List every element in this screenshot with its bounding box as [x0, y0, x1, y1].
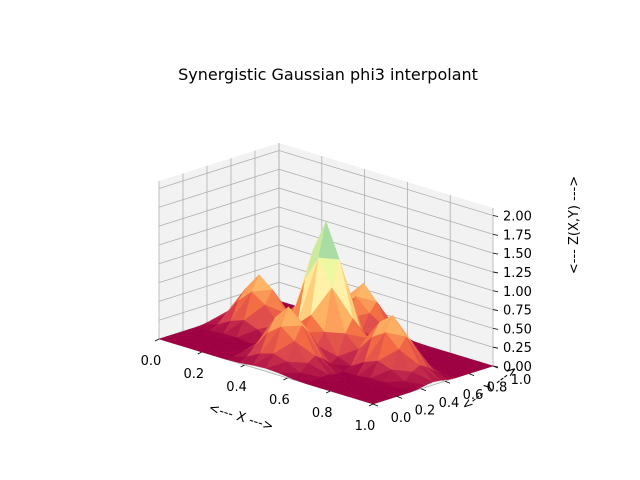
chart-title: Synergistic Gaussian phi3 interpolant — [178, 65, 478, 84]
x-tick-mark — [154, 338, 160, 342]
x-tick-label: 1.0 — [355, 419, 376, 434]
z-tick-label: 2.00 — [503, 210, 532, 225]
y-tick-mark — [444, 380, 451, 384]
z-tick-mark — [492, 252, 499, 255]
gridline-z — [158, 244, 494, 310]
z-tick-label: 1.50 — [503, 247, 532, 262]
z-tick-mark — [492, 365, 499, 368]
z-tick-mark — [492, 309, 499, 311]
gridline-z — [158, 262, 494, 329]
x-tick-label: 0.6 — [269, 393, 290, 408]
y-tick-label: 0.0 — [391, 411, 412, 426]
x-tick-label: 0.2 — [183, 367, 204, 382]
y-tick-mark — [468, 373, 475, 376]
x-tick-label: 0.4 — [226, 380, 247, 395]
x-tick-label: 0.0 — [141, 354, 162, 369]
y-tick-label: 0.8 — [487, 381, 508, 396]
x-tick-mark — [197, 351, 202, 355]
z-tick-label: 0.50 — [503, 322, 532, 337]
surface-plot — [158, 221, 494, 405]
z-tick-label: 1.75 — [503, 228, 532, 243]
gridline-z — [158, 225, 494, 292]
z-axis-label: <--- Z(X,Y) ---> — [567, 176, 582, 274]
axis-ticks: 0.00.20.40.60.81.00.00.20.40.60.81.00.00… — [141, 210, 532, 435]
y-tick-mark — [420, 388, 427, 392]
z-tick-mark — [492, 346, 499, 349]
gridline-z — [158, 168, 494, 235]
x-tick-mark — [240, 364, 245, 368]
y-tick-label: 1.0 — [511, 373, 532, 388]
y-tick-mark — [372, 403, 379, 407]
x-tick-mark — [368, 403, 374, 407]
surface-facet — [359, 399, 381, 405]
y-tick-label: 0.4 — [439, 396, 460, 411]
z-tick-label: 1.25 — [503, 266, 532, 281]
z-tick-label: 0.25 — [503, 341, 532, 356]
y-tick-mark — [396, 396, 403, 399]
z-tick-mark — [492, 215, 499, 217]
z-tick-label: 1.00 — [503, 285, 532, 300]
z-tick-mark — [492, 233, 499, 236]
z-tick-label: 0.00 — [503, 360, 532, 375]
x-axis-label: <--- X ---> — [207, 401, 276, 435]
x-tick-mark — [283, 377, 288, 381]
z-tick-mark — [492, 271, 499, 274]
gridline-z — [158, 281, 494, 348]
gridline-z — [158, 206, 494, 273]
x-tick-mark — [326, 390, 331, 394]
y-tick-label: 0.2 — [415, 403, 436, 418]
y-tick-label: 0.6 — [463, 388, 484, 403]
z-tick-mark — [492, 327, 499, 330]
z-tick-mark — [492, 290, 499, 293]
gridline-z — [158, 150, 494, 216]
gridline-z — [158, 187, 494, 254]
z-tick-label: 0.75 — [503, 304, 532, 319]
x-tick-label: 0.8 — [312, 406, 333, 421]
